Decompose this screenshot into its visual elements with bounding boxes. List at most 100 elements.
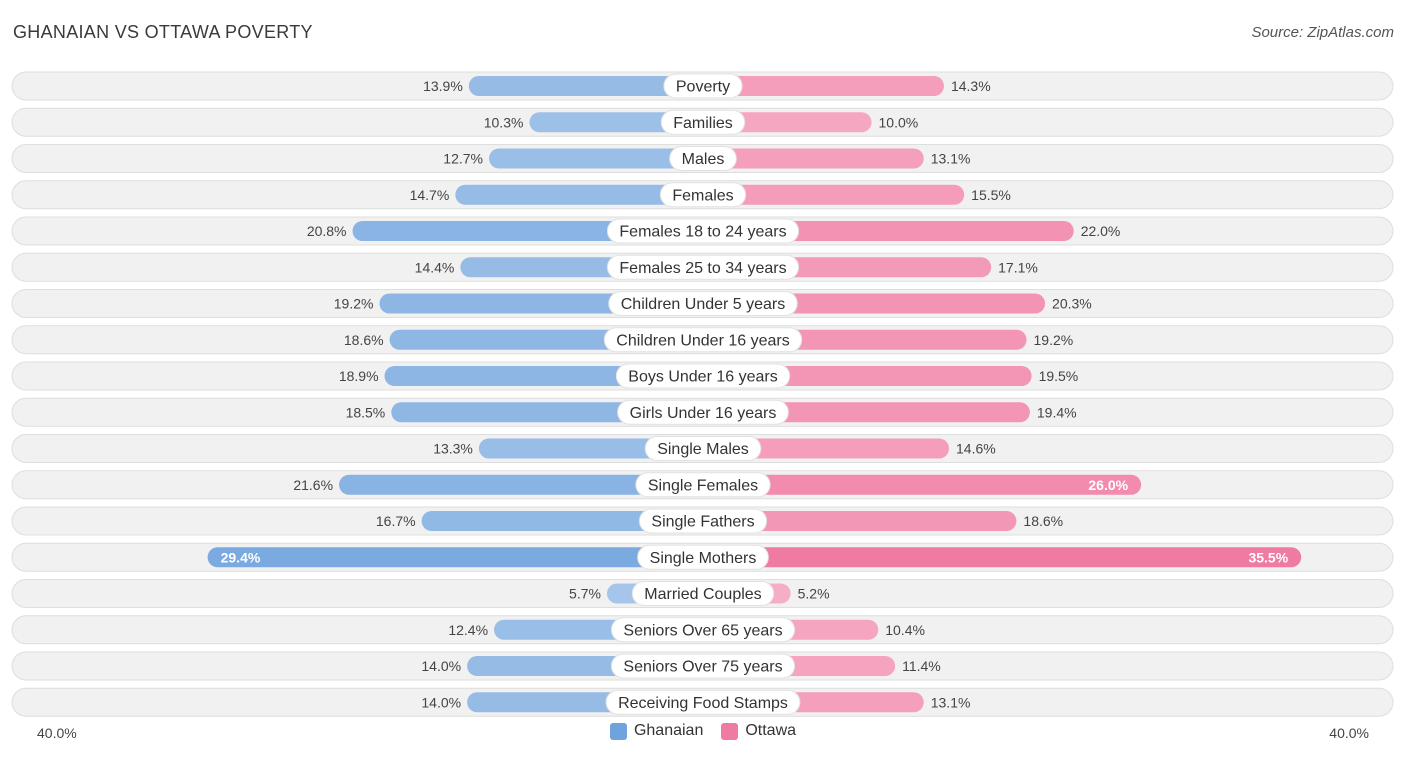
- value-label-ottawa: 11.4%: [902, 658, 941, 674]
- row-married-couples: 5.7% 5.2% Married Couples: [11, 579, 1394, 608]
- value-label-ottawa: 5.2%: [798, 586, 830, 602]
- value-label-ghanaian: 21.6%: [293, 477, 333, 493]
- bar-ghanaian[interactable]: [207, 547, 704, 568]
- value-label-ghanaian: 14.0%: [421, 658, 461, 674]
- value-label-ghanaian: 18.9%: [339, 368, 379, 384]
- legend-item-ottawa[interactable]: Ottawa: [721, 722, 796, 740]
- value-label-ottawa: 14.6%: [956, 441, 996, 457]
- value-label-ottawa: 19.4%: [1037, 404, 1077, 420]
- value-label-ottawa: 20.3%: [1052, 296, 1092, 312]
- value-label-ghanaian: 5.7%: [569, 586, 601, 602]
- bar-ghanaian[interactable]: [339, 474, 703, 495]
- category-label: Families: [673, 115, 733, 132]
- value-label-ottawa: 26.0%: [1088, 477, 1128, 493]
- bar-ottawa[interactable]: [703, 184, 965, 205]
- value-label-ghanaian: 13.3%: [433, 441, 473, 457]
- bar-ottawa[interactable]: [703, 148, 924, 169]
- category-label: Girls Under 16 years: [630, 405, 777, 422]
- row-boys-under-16-years: 18.9% 19.5% Boys Under 16 years: [11, 361, 1394, 391]
- bar-ottawa[interactable]: [703, 474, 1142, 495]
- value-label-ottawa: 13.1%: [931, 151, 971, 167]
- value-label-ottawa: 13.1%: [931, 694, 971, 710]
- category-label: Females 18 to 24 years: [619, 224, 786, 241]
- category-label: Single Mothers: [650, 550, 757, 567]
- value-label-ottawa: 10.4%: [885, 622, 925, 638]
- row-families: 10.3% 10.0% Families: [11, 107, 1394, 137]
- value-label-ghanaian: 29.4%: [221, 549, 261, 565]
- row-females: 14.7% 15.5% Females: [11, 180, 1394, 210]
- bar-ottawa[interactable]: [703, 76, 944, 96]
- category-pill: [608, 291, 798, 316]
- value-label-ottawa: 22.0%: [1081, 223, 1121, 239]
- row-children-under-5-years: 19.2% 20.3% Children Under 5 years: [11, 289, 1394, 318]
- legend-swatch-ottawa: [721, 722, 739, 740]
- row-single-males: 13.3% 14.6% Single Males: [11, 434, 1394, 463]
- category-label: Single Fathers: [651, 514, 754, 531]
- bar-ottawa[interactable]: [703, 511, 1017, 531]
- category-pill: [610, 617, 796, 643]
- category-label: Females 25 to 34 years: [619, 260, 786, 277]
- category-pill: [631, 581, 775, 606]
- value-label-ottawa: 18.6%: [1023, 513, 1063, 529]
- value-label-ottawa: 19.5%: [1039, 368, 1079, 384]
- value-label-ghanaian: 13.9%: [423, 78, 463, 94]
- bar-ghanaian[interactable]: [529, 112, 703, 133]
- row-single-females: 21.6% 26.0% Single Females: [11, 470, 1394, 500]
- category-label: Boys Under 16 years: [628, 369, 777, 386]
- bar-ottawa[interactable]: [703, 547, 1302, 568]
- value-label-ghanaian: 20.8%: [307, 223, 347, 239]
- axis-left-label: 40.0%: [37, 725, 77, 741]
- axis-right-label: 40.0%: [1329, 725, 1369, 741]
- bar-ottawa[interactable]: [703, 438, 950, 459]
- row-girls-under-16-years: 18.5% 19.4% Girls Under 16 years: [11, 397, 1394, 427]
- category-pill: [644, 436, 762, 461]
- category-pill: [635, 472, 771, 498]
- legend-item-ghanaian[interactable]: Ghanaian: [609, 722, 704, 740]
- value-label-ghanaian: 14.7%: [410, 187, 450, 203]
- value-label-ghanaian: 19.2%: [334, 296, 374, 312]
- bar-ghanaian[interactable]: [468, 76, 703, 96]
- category-pill: [606, 218, 800, 244]
- category-pill: [610, 653, 796, 679]
- category-pill: [605, 689, 801, 715]
- row-children-under-16-years: 18.6% 19.2% Children Under 16 years: [11, 325, 1394, 355]
- category-label: Seniors Over 65 years: [623, 622, 782, 639]
- source-label: Source: ZipAtlas.com: [1251, 24, 1394, 41]
- value-label-ghanaian: 18.6%: [344, 332, 384, 348]
- value-label-ghanaian: 12.7%: [443, 151, 483, 167]
- category-label: Poverty: [676, 79, 730, 96]
- row-poverty: 13.9% 14.3% Poverty: [11, 71, 1394, 101]
- value-label-ottawa: 17.1%: [998, 259, 1038, 275]
- value-label-ottawa: 14.3%: [951, 78, 991, 94]
- value-label-ottawa: 15.5%: [971, 187, 1011, 203]
- bar-ghanaian[interactable]: [489, 148, 703, 169]
- row-receiving-food-stamps: 14.0% 13.1% Receiving Food Stamps: [11, 687, 1394, 717]
- row-males: 12.7% 13.1% Males: [11, 144, 1394, 173]
- value-label-ghanaian: 18.5%: [346, 404, 386, 420]
- category-pill: [617, 399, 789, 425]
- value-label-ghanaian: 10.3%: [484, 114, 524, 130]
- value-label-ottawa: 35.5%: [1248, 549, 1288, 565]
- category-label: Single Males: [657, 441, 749, 458]
- legend-label-ghanaian: Ghanaian: [633, 722, 704, 739]
- category-pill: [606, 254, 800, 280]
- diverging-bar-chart: 13.9% 14.3% Poverty 10.3% 10.0% Families 12.7%…: [11, 71, 1394, 717]
- category-pill: [615, 363, 791, 389]
- legend-swatch-ghanaian: [609, 722, 627, 740]
- row-single-mothers: 29.4% 35.5% Single Mothers: [11, 542, 1394, 572]
- category-label: Males: [682, 151, 725, 168]
- category-label: Females: [672, 187, 733, 204]
- category-pill: [637, 544, 769, 570]
- category-label: Married Couples: [644, 586, 761, 603]
- row-females-18-to-24-years: 20.8% 22.0% Females 18 to 24 years: [11, 216, 1394, 246]
- category-pill: [659, 182, 747, 208]
- row-seniors-over-75-years: 14.0% 11.4% Seniors Over 75 years: [11, 651, 1394, 681]
- category-pill: [638, 508, 768, 534]
- bar-ghanaian[interactable]: [421, 511, 703, 531]
- bar-ottawa[interactable]: [703, 112, 872, 133]
- bar-ghanaian[interactable]: [455, 184, 703, 205]
- row-single-fathers: 16.7% 18.6% Single Fathers: [11, 506, 1394, 536]
- value-label-ghanaian: 16.7%: [376, 513, 416, 529]
- legend-label-ottawa: Ottawa: [745, 722, 797, 739]
- legend: Ghanaian Ottawa: [0, 722, 1406, 740]
